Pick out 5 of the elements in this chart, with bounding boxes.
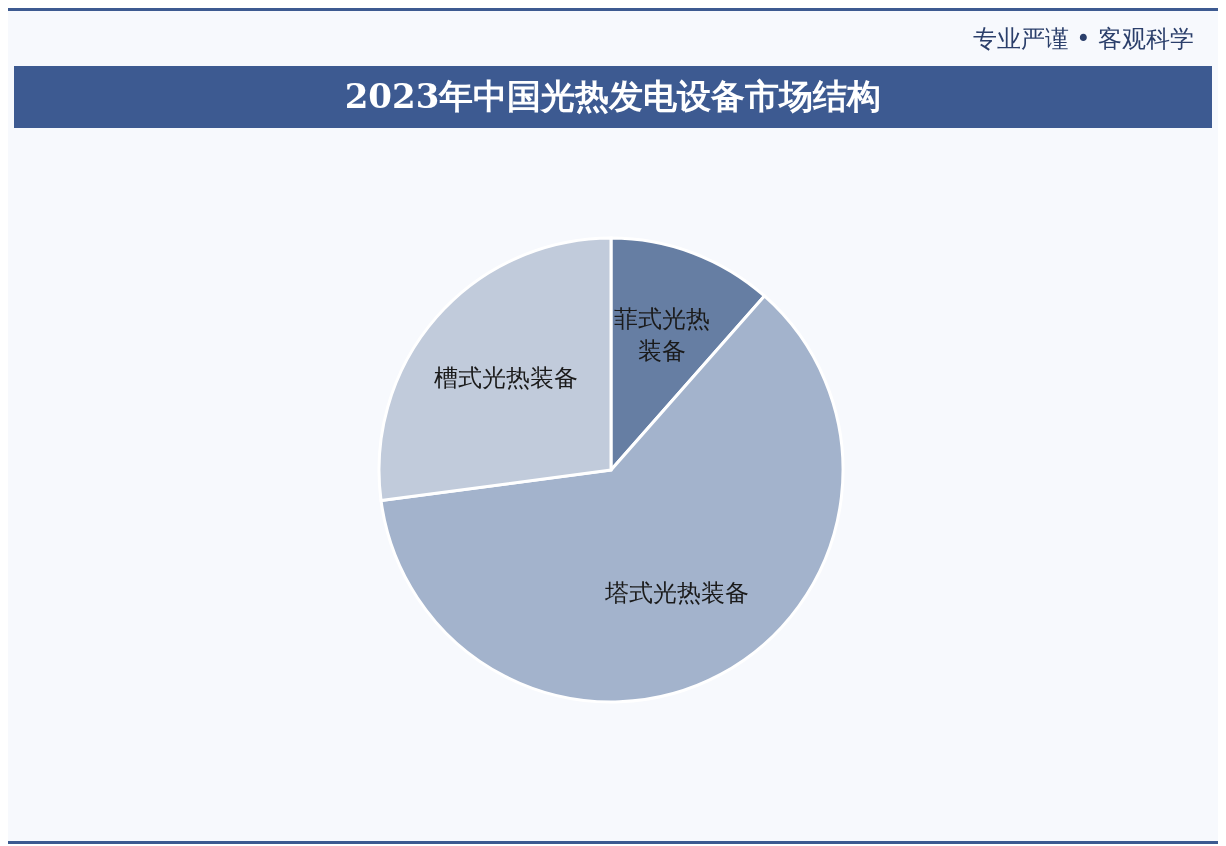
slice-label: 菲式光热装备: [613, 305, 710, 366]
text: 专业严谨 • 客观科学: [972, 23, 1194, 55]
slice-label: 塔式光热装备: [603, 578, 749, 607]
slice-label: 槽式光热装备: [434, 364, 579, 393]
chart-title: 2023年中国光热发电设备市场结构: [344, 75, 882, 118]
